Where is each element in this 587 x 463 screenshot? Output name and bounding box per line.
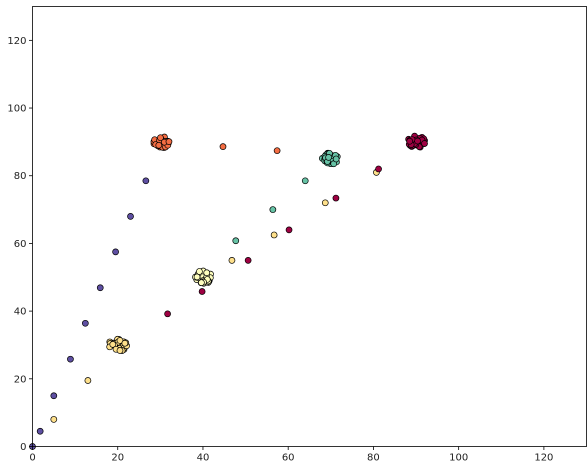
cluster bbox=[405, 132, 428, 151]
data-point bbox=[301, 177, 309, 185]
cluster-point bbox=[196, 268, 203, 275]
data-point bbox=[219, 143, 227, 150]
series bbox=[29, 177, 150, 450]
cluster-point bbox=[165, 138, 173, 145]
cluster bbox=[150, 133, 173, 151]
axes: 0 20 40 60 80 100 120 0 20 40 60 80 100 120 bbox=[7, 36, 553, 463]
x-tick-label: 60 bbox=[282, 453, 295, 463]
data-point bbox=[269, 206, 277, 213]
cluster-point bbox=[121, 339, 129, 347]
data-point bbox=[50, 416, 58, 423]
series bbox=[50, 168, 380, 423]
x-tick-label: 20 bbox=[111, 453, 124, 463]
y-tick-label: 40 bbox=[14, 307, 27, 318]
data-point bbox=[228, 256, 236, 264]
x-tick-label: 80 bbox=[367, 453, 380, 463]
cluster-point bbox=[203, 269, 211, 277]
data-point bbox=[332, 194, 340, 202]
cluster-point bbox=[157, 134, 164, 142]
data-point bbox=[232, 237, 240, 245]
y-tick-label: 120 bbox=[7, 36, 26, 47]
data-point bbox=[321, 199, 329, 207]
data-point bbox=[198, 288, 206, 295]
data-point bbox=[142, 177, 150, 185]
y-tick-label: 20 bbox=[14, 374, 27, 385]
cluster-point bbox=[332, 155, 340, 163]
cluster bbox=[106, 335, 130, 354]
data-point bbox=[96, 284, 104, 292]
cluster-point bbox=[325, 154, 332, 161]
y-tick-label: 100 bbox=[7, 104, 26, 115]
data-point bbox=[84, 377, 92, 384]
series bbox=[232, 177, 309, 245]
cluster-point bbox=[421, 140, 428, 147]
cluster-point bbox=[414, 137, 421, 145]
data-point bbox=[50, 392, 58, 400]
data-point bbox=[244, 256, 252, 264]
data-point bbox=[273, 147, 281, 155]
y-tick-label: 60 bbox=[14, 239, 27, 250]
x-tick-label: 120 bbox=[534, 453, 553, 463]
x-tick-label: 100 bbox=[449, 453, 468, 463]
cluster bbox=[192, 267, 214, 287]
data-point bbox=[164, 310, 171, 318]
data-point bbox=[81, 319, 89, 327]
series bbox=[219, 143, 281, 155]
data-point bbox=[127, 212, 134, 220]
data-point bbox=[112, 248, 119, 256]
data-point bbox=[270, 231, 278, 239]
plot-frame bbox=[32, 6, 587, 447]
cluster-point bbox=[109, 341, 117, 348]
cluster-point bbox=[193, 273, 201, 281]
data-point bbox=[67, 355, 74, 363]
cluster-point bbox=[155, 141, 163, 149]
cluster-point bbox=[116, 347, 124, 354]
y-tick-label: 80 bbox=[14, 171, 27, 182]
x-tick-label: 0 bbox=[29, 453, 35, 463]
x-tick-label: 40 bbox=[197, 453, 210, 463]
plot-marks bbox=[29, 132, 428, 450]
cluster-point bbox=[198, 279, 205, 286]
data-point bbox=[375, 165, 382, 173]
cluster-point bbox=[116, 337, 124, 344]
series bbox=[164, 165, 382, 318]
data-point bbox=[36, 427, 44, 435]
y-tick-label: 0 bbox=[20, 442, 26, 453]
cluster-point bbox=[406, 137, 414, 145]
data-point bbox=[285, 226, 293, 234]
cluster bbox=[318, 149, 341, 168]
